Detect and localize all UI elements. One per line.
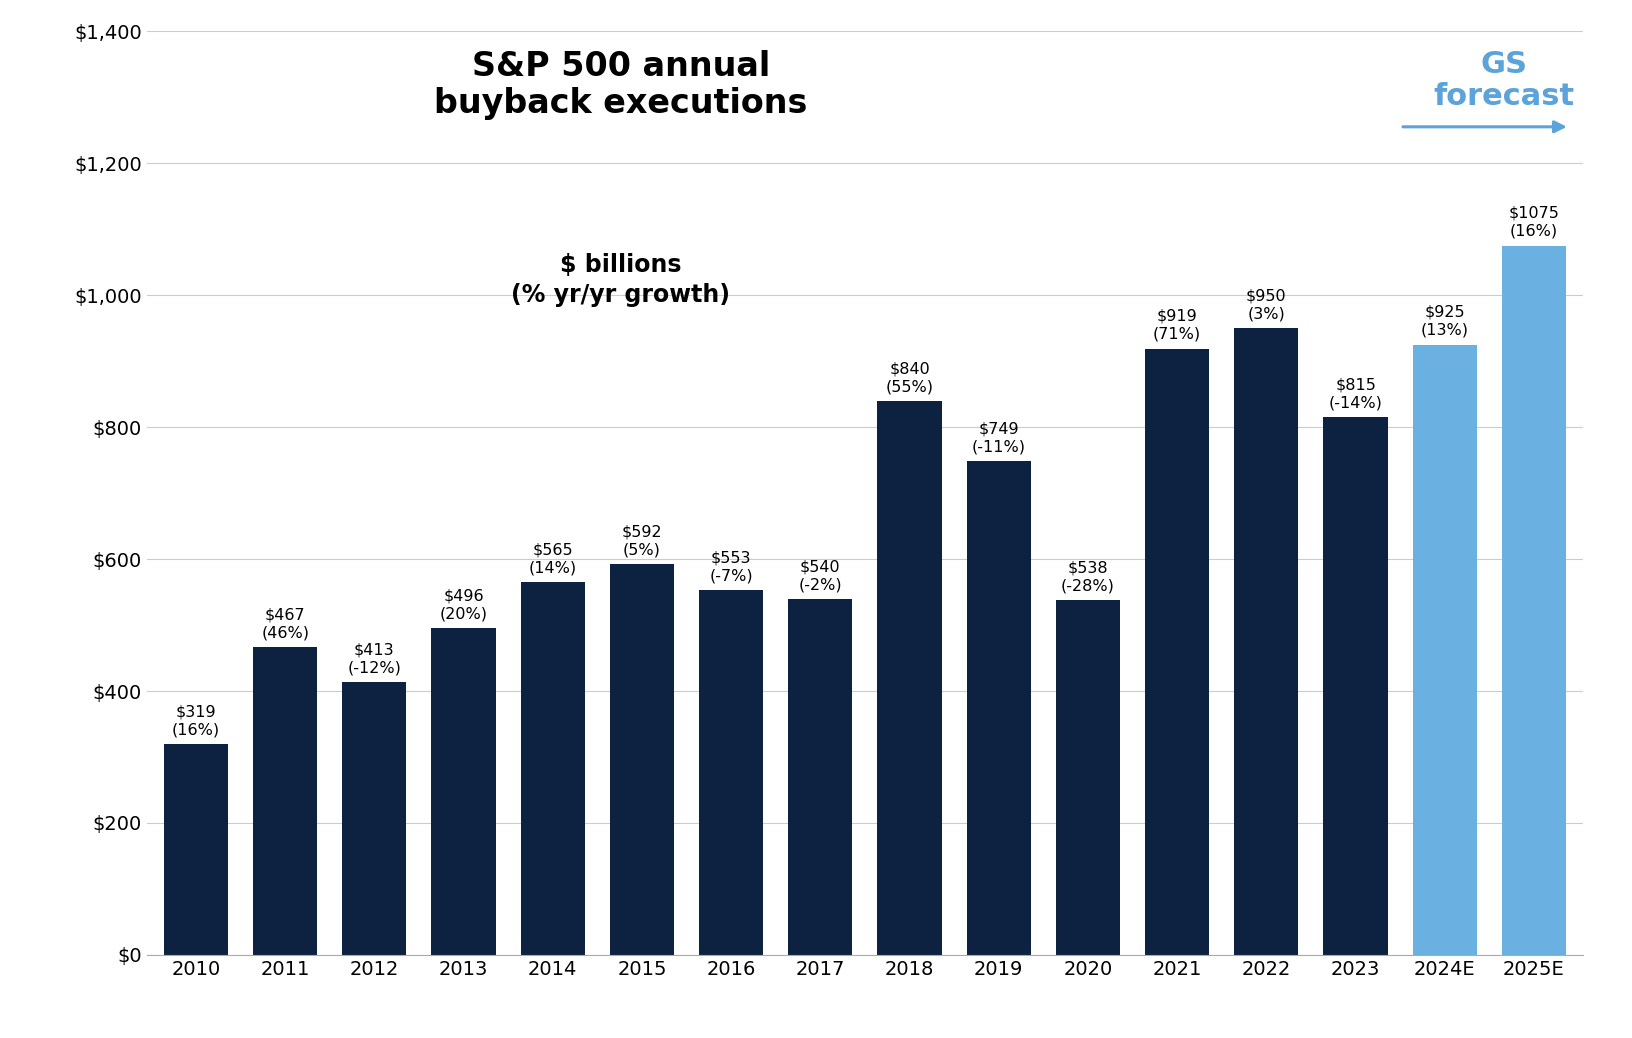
Text: S&P 500 annual
buyback executions: S&P 500 annual buyback executions [434,50,808,119]
Bar [1501,246,1567,955]
Bar [966,461,1031,955]
Bar [1234,328,1299,955]
Bar [521,582,584,955]
Bar [1056,600,1120,955]
Bar [1146,349,1209,955]
Bar [878,401,942,955]
Text: $496
(20%): $496 (20%) [439,589,488,621]
Text: $ billions
(% yr/yr growth): $ billions (% yr/yr growth) [511,253,730,306]
Text: $413
(-12%): $413 (-12%) [348,643,401,676]
Bar [163,744,228,955]
Text: $925
(13%): $925 (13%) [1421,305,1469,338]
Text: $467
(46%): $467 (46%) [261,607,308,640]
Text: $553
(-7%): $553 (-7%) [710,550,752,583]
Text: $538
(-28%): $538 (-28%) [1061,561,1115,594]
Bar [698,590,764,955]
Bar [253,647,317,955]
Text: $749
(-11%): $749 (-11%) [971,421,1027,454]
Text: $815
(-14%): $815 (-14%) [1328,378,1382,411]
Text: $565
(14%): $565 (14%) [529,543,576,575]
Bar [1413,345,1477,955]
Bar [343,682,406,955]
Text: $840
(55%): $840 (55%) [886,361,934,394]
Bar [610,565,674,955]
Bar [431,628,496,955]
Bar [788,599,852,955]
Text: $592
(5%): $592 (5%) [622,525,663,557]
Text: GS
forecast: GS forecast [1433,50,1575,111]
Text: $1075
(16%): $1075 (16%) [1508,206,1560,239]
Text: $540
(-2%): $540 (-2%) [798,559,842,592]
Bar [1324,417,1387,955]
Text: $319
(16%): $319 (16%) [171,705,220,738]
Text: $950
(3%): $950 (3%) [1247,289,1286,322]
Text: $919
(71%): $919 (71%) [1154,309,1201,342]
